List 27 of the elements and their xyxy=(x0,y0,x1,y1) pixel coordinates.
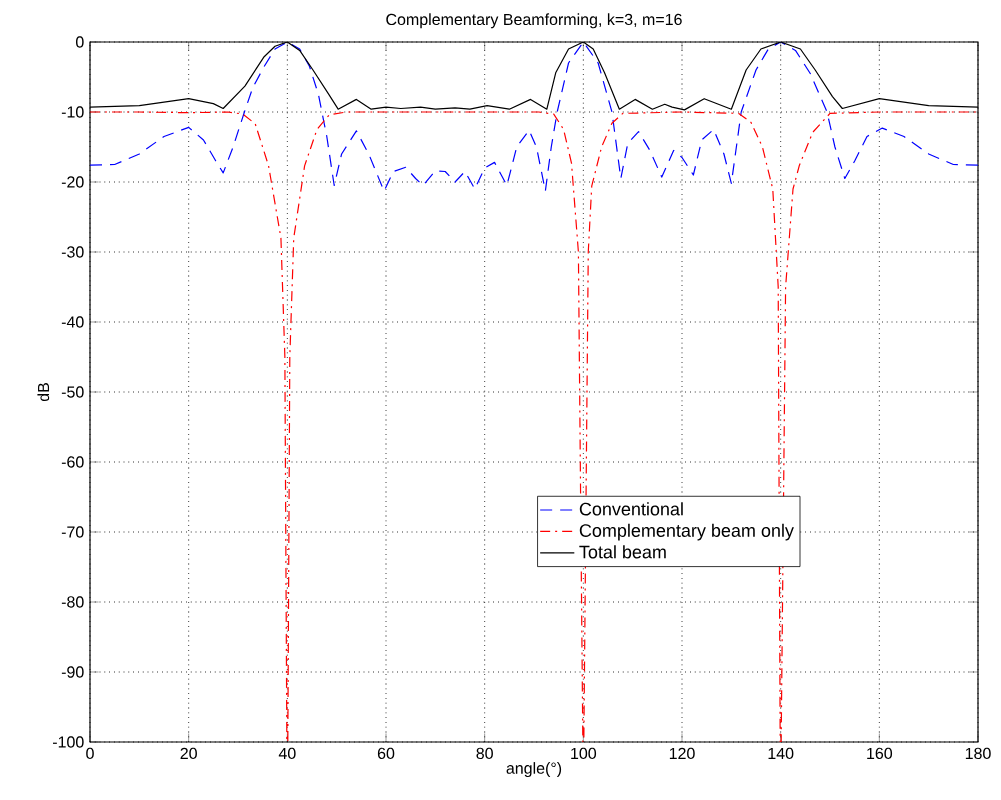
y-tick-label: 0 xyxy=(76,36,84,48)
y-tick-label: -10 xyxy=(61,106,84,118)
x-tick-label: 40 xyxy=(278,747,296,760)
x-tick-label: 20 xyxy=(180,747,197,760)
x-tick-label: 80 xyxy=(476,747,493,760)
x-tick-label: 60 xyxy=(377,747,395,760)
y-axis-title: dB xyxy=(37,383,50,402)
x-axis-title: angle(°) xyxy=(506,762,562,778)
legend-label: Complementary beam only xyxy=(579,523,794,541)
chart-title: Complementary Beamforming, k=3, m=16 xyxy=(386,13,682,29)
legend-label: Conventional xyxy=(579,502,683,516)
x-tick-label: 140 xyxy=(768,747,794,760)
x-tick-label: 100 xyxy=(571,747,597,760)
y-tick-label: -70 xyxy=(61,526,84,538)
y-tick-label: -80 xyxy=(61,596,84,608)
y-tick-label: -100 xyxy=(52,736,84,748)
x-tick-label: 120 xyxy=(669,747,695,760)
y-tick-label: -40 xyxy=(61,316,84,328)
x-tick-label: 160 xyxy=(867,747,893,760)
legend-label: Total beam xyxy=(579,545,666,559)
y-tick-label: -30 xyxy=(61,246,84,258)
y-tick-label: -50 xyxy=(61,386,84,398)
y-tick-label: -60 xyxy=(61,456,84,468)
y-tick-label: -90 xyxy=(61,666,84,678)
x-tick-label: 0 xyxy=(86,747,94,760)
x-tick-label: 180 xyxy=(965,747,991,760)
y-tick-label: -20 xyxy=(61,176,84,188)
